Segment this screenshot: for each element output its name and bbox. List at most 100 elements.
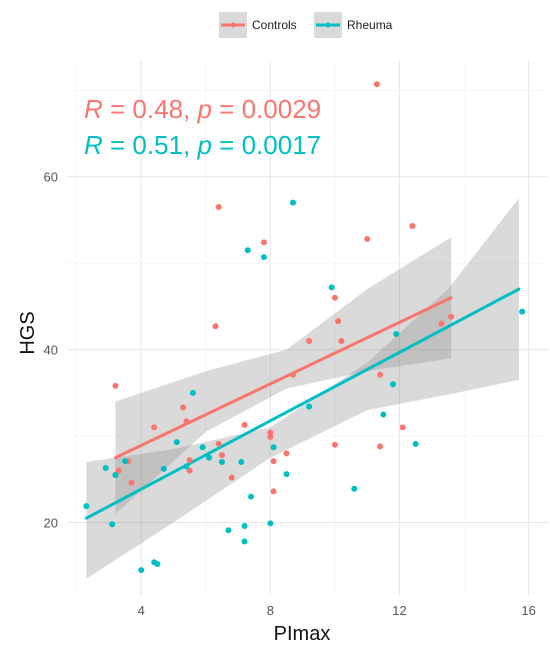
data-point-controls	[115, 467, 122, 474]
data-point-rheuma	[241, 538, 248, 545]
confidence-band-rheuma	[86, 198, 519, 579]
y-tick-label: 20	[44, 516, 58, 531]
stat-annotation-controls: R = 0.48, p = 0.0029	[84, 94, 321, 124]
legend-item-rheuma: Rheuma	[314, 12, 393, 38]
data-point-controls	[228, 474, 235, 481]
data-point-rheuma	[519, 308, 526, 315]
data-point-controls	[364, 235, 371, 242]
stat-p-label-controls: p	[196, 94, 211, 124]
data-point-controls	[270, 488, 277, 495]
stat-r-label-controls: R	[84, 94, 103, 124]
x-axis-title: PImax	[274, 623, 331, 645]
data-point-controls	[186, 467, 193, 474]
legend: Controls Rheuma	[219, 12, 393, 38]
data-point-rheuma	[328, 284, 335, 291]
data-point-rheuma	[248, 493, 255, 500]
data-point-controls	[112, 382, 119, 389]
data-point-rheuma	[102, 465, 109, 472]
data-point-controls	[377, 443, 384, 450]
data-point-rheuma	[122, 458, 129, 465]
data-point-rheuma	[260, 254, 267, 261]
data-point-controls	[183, 418, 190, 425]
stat-p-label-rheuma: p	[196, 130, 211, 160]
x-axis-ticks: 4 8 12 16	[138, 603, 536, 618]
data-point-rheuma	[160, 465, 167, 472]
legend-label-controls: Controls	[252, 18, 297, 32]
y-axis-ticks: 20 40 60	[44, 170, 58, 531]
data-point-controls	[215, 203, 222, 210]
data-point-rheuma	[206, 454, 213, 461]
data-point-rheuma	[306, 403, 313, 410]
legend-item-controls: Controls	[219, 12, 297, 38]
legend-point-controls	[230, 22, 236, 28]
data-point-rheuma	[244, 247, 251, 254]
legend-point-rheuma	[325, 22, 331, 28]
y-axis-title: HGS	[17, 311, 39, 354]
y-tick-label: 40	[44, 343, 58, 358]
data-point-controls	[128, 479, 135, 486]
data-point-controls	[186, 457, 193, 464]
data-point-rheuma	[189, 389, 196, 396]
data-point-rheuma	[390, 381, 397, 388]
data-point-controls	[399, 424, 406, 431]
data-point-controls	[212, 323, 219, 330]
stat-r-value-controls: 0.48	[132, 94, 183, 124]
data-point-controls	[377, 371, 384, 378]
data-point-controls	[283, 450, 290, 457]
data-point-rheuma	[351, 485, 358, 492]
data-point-controls	[409, 222, 416, 229]
data-point-rheuma	[218, 459, 225, 465]
x-tick-label: 16	[521, 603, 535, 618]
y-tick-label: 60	[44, 170, 58, 185]
data-point-rheuma	[380, 411, 387, 418]
data-point-controls	[331, 294, 338, 301]
data-point-controls	[267, 429, 274, 436]
data-point-controls	[331, 441, 338, 448]
data-point-rheuma	[154, 561, 161, 568]
data-point-rheuma	[173, 439, 180, 446]
data-point-rheuma	[238, 459, 245, 465]
data-point-rheuma	[283, 471, 290, 478]
regression-lines	[84, 287, 521, 520]
data-point-rheuma	[393, 331, 400, 338]
data-point-controls	[289, 371, 296, 378]
grid	[67, 60, 548, 596]
data-point-controls	[151, 424, 158, 431]
stat-annotation-rheuma: R = 0.51, p = 0.0017	[84, 130, 321, 160]
data-point-controls	[270, 458, 277, 465]
stat-p-value-controls: 0.0029	[242, 94, 322, 124]
regression-line-controls	[113, 296, 453, 460]
stat-p-value-rheuma: 0.0017	[242, 130, 322, 160]
data-point-rheuma	[412, 440, 419, 447]
data-point-controls	[267, 433, 274, 440]
data-point-controls	[218, 452, 225, 459]
legend-label-rheuma: Rheuma	[347, 18, 393, 32]
data-point-rheuma	[83, 503, 90, 510]
regression-line-rheuma	[84, 287, 521, 520]
data-point-rheuma	[112, 471, 119, 478]
data-point-rheuma	[138, 567, 145, 574]
data-point-controls	[215, 440, 222, 447]
data-point-controls	[438, 320, 445, 327]
data-point-controls	[260, 239, 267, 246]
x-tick-label: 4	[138, 603, 145, 618]
data-point-rheuma	[183, 463, 190, 470]
data-point-controls	[335, 318, 342, 325]
data-point-rheuma	[199, 444, 206, 451]
data-point-controls	[180, 404, 187, 411]
data-point-rheuma	[289, 199, 296, 206]
data-point-controls	[373, 81, 380, 88]
stat-r-label-rheuma: R	[84, 130, 103, 160]
stat-r-value-rheuma: 0.51	[132, 130, 183, 160]
x-tick-label: 8	[267, 603, 274, 618]
data-point-controls	[448, 313, 455, 320]
data-point-rheuma	[241, 522, 248, 529]
confidence-bands	[86, 198, 519, 579]
data-point-rheuma	[267, 520, 274, 527]
data-point-rheuma	[270, 444, 277, 451]
data-point-rheuma	[225, 527, 232, 534]
data-point-controls	[306, 337, 313, 344]
confidence-band-controls	[115, 237, 452, 514]
x-tick-label: 12	[392, 603, 406, 618]
